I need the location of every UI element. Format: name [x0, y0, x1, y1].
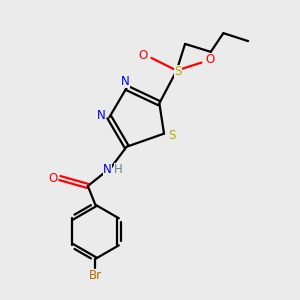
- Text: N: N: [97, 110, 105, 122]
- Text: O: O: [48, 172, 57, 184]
- Text: S: S: [169, 130, 176, 142]
- Text: H: H: [114, 163, 123, 176]
- Text: N: N: [121, 75, 130, 88]
- Text: S: S: [174, 65, 182, 78]
- Text: O: O: [205, 53, 214, 66]
- Text: N: N: [103, 163, 112, 176]
- Text: O: O: [138, 49, 148, 62]
- Text: Br: Br: [89, 269, 102, 282]
